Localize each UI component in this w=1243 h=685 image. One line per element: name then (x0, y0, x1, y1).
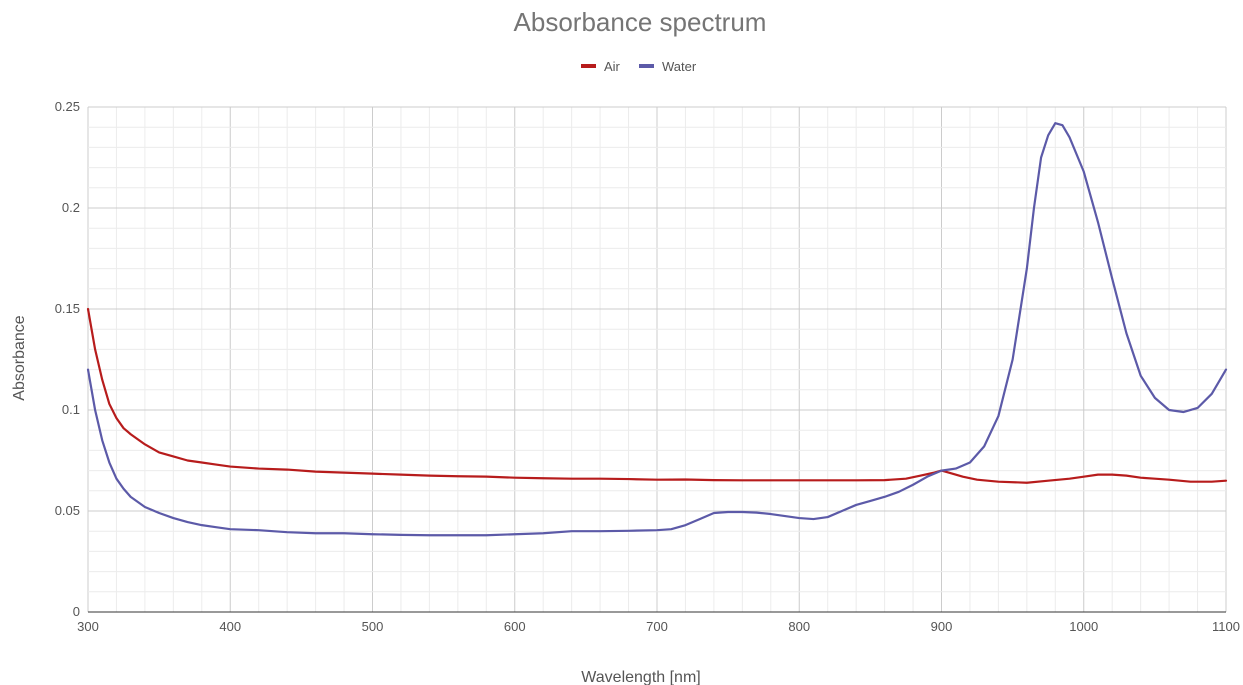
legend-item-water[interactable]: Water (639, 59, 697, 74)
legend-label-water: Water (662, 59, 697, 74)
x-axis-title: Wavelength [nm] (581, 669, 700, 685)
x-tick-label: 900 (931, 619, 953, 634)
chart-title: Absorbance spectrum (514, 7, 767, 37)
y-tick-label: 0.25 (55, 99, 80, 114)
y-tick-label: 0.15 (55, 301, 80, 316)
y-axis-title: Absorbance (11, 315, 28, 400)
legend-swatch-water (639, 64, 654, 68)
legend-swatch-air (581, 64, 596, 68)
y-tick-label: 0.1 (62, 402, 80, 417)
series-lines (86, 122, 1228, 537)
y-tick-label: 0.05 (55, 503, 80, 518)
x-tick-label: 700 (646, 619, 668, 634)
x-tick-label: 1000 (1069, 619, 1098, 634)
y-tick-label: 0.2 (62, 200, 80, 215)
x-tick-label: 300 (77, 619, 99, 634)
gridlines (87, 106, 1227, 613)
x-tick-label: 1100 (1212, 619, 1240, 634)
legend-item-air[interactable]: Air (581, 59, 621, 74)
x-axis-ticks: 300 400 500 600 700 800 900 1000 1100 (77, 619, 1240, 634)
x-tick-label: 600 (504, 619, 526, 634)
legend-label-air: Air (604, 59, 621, 74)
y-axis-ticks: 0 0.05 0.1 0.15 0.2 0.25 (55, 99, 80, 619)
x-tick-label: 400 (219, 619, 241, 634)
series-line-water[interactable] (86, 122, 1228, 537)
y-tick-label: 0 (73, 604, 80, 619)
x-tick-label: 800 (788, 619, 810, 634)
legend: Air Water (581, 59, 697, 74)
x-tick-label: 500 (362, 619, 384, 634)
series-line-air[interactable] (86, 307, 1228, 484)
